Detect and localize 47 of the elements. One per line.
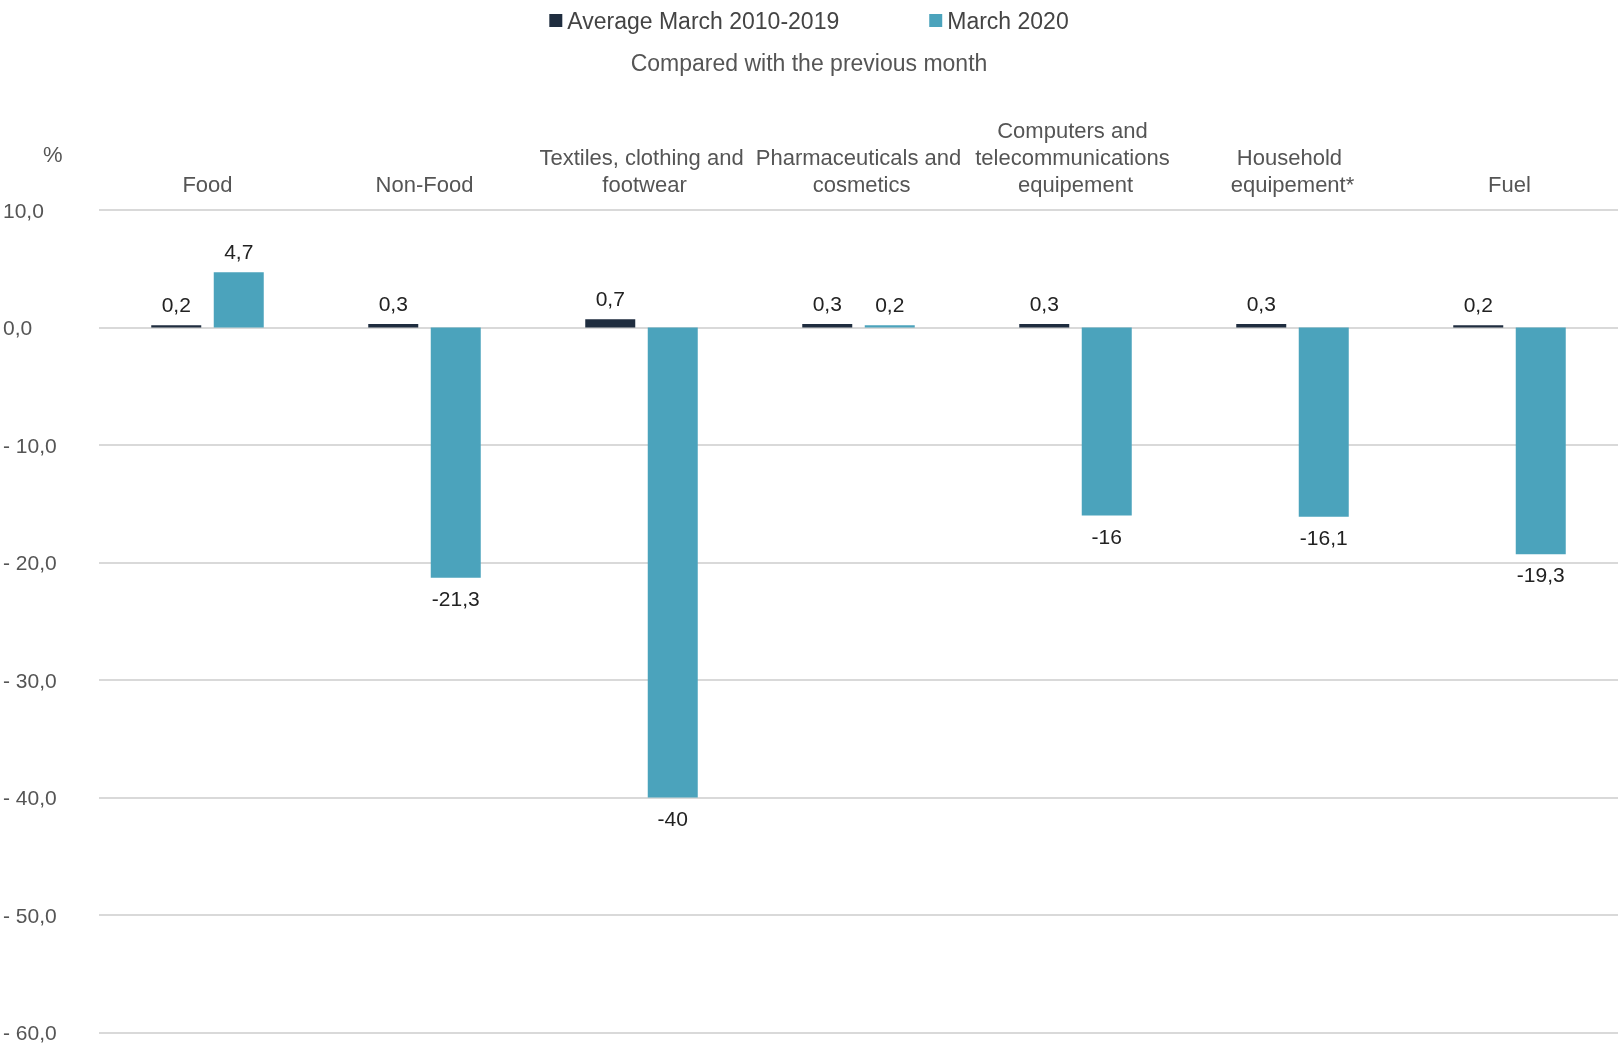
chart-subtitle: Compared with the previous month	[630, 49, 988, 76]
data-label: 0,2	[875, 293, 905, 317]
bar	[864, 325, 915, 328]
bar	[1236, 323, 1287, 328]
y-tick-label: 10,0	[3, 198, 44, 222]
y-tick-label: 0,0	[3, 316, 33, 339]
y-tick-label: - 60,0	[3, 1021, 57, 1043]
bar	[368, 323, 419, 328]
data-label: 4,7	[224, 240, 254, 264]
x-tick-label: Non-Food	[375, 172, 474, 197]
data-label: -19,3	[1516, 563, 1565, 587]
data-label: -21,3	[431, 586, 480, 610]
y-axis-title: %	[43, 141, 63, 167]
y-tick-label: - 50,0	[3, 903, 57, 927]
bar	[1081, 327, 1132, 516]
bar	[213, 272, 264, 328]
bar	[647, 327, 698, 798]
x-tick-label: Pharmaceuticals and cosmetics	[755, 145, 962, 197]
data-label: 0,3	[1029, 291, 1059, 315]
x-tick-label: Textiles, clothing and footwear	[539, 145, 744, 197]
data-label: 0,2	[161, 293, 191, 317]
bar	[1453, 325, 1504, 328]
bar	[802, 323, 853, 328]
legend-label: March 2020	[947, 7, 1069, 34]
bar	[1515, 327, 1566, 555]
data-label: 0,7	[595, 287, 625, 311]
data-label: -16,1	[1299, 525, 1348, 549]
x-tick-label: Fuel	[1488, 172, 1531, 197]
data-label: 0,3	[378, 291, 408, 315]
x-tick-label: Computers and telecommunications equipement	[975, 118, 1176, 197]
y-tick-label: - 10,0	[3, 433, 57, 457]
bar	[430, 327, 481, 578]
y-tick-label: - 30,0	[3, 668, 57, 692]
y-tick-label: - 20,0	[3, 551, 57, 574]
data-label: 0,3	[812, 291, 842, 315]
bar	[585, 319, 636, 328]
data-label: -40	[657, 806, 688, 830]
legend-label: Average March 2010-2019	[567, 7, 840, 34]
bar	[1019, 323, 1070, 328]
y-tick-label: - 40,0	[3, 786, 57, 809]
data-label: 0,3	[1246, 291, 1276, 315]
bar	[1298, 327, 1349, 517]
bar	[151, 325, 202, 328]
x-tick-label: Food	[182, 172, 233, 197]
x-tick-label: Household equipement*	[1230, 145, 1355, 197]
data-label: -16	[1091, 524, 1122, 548]
data-label: 0,2	[1463, 293, 1493, 317]
